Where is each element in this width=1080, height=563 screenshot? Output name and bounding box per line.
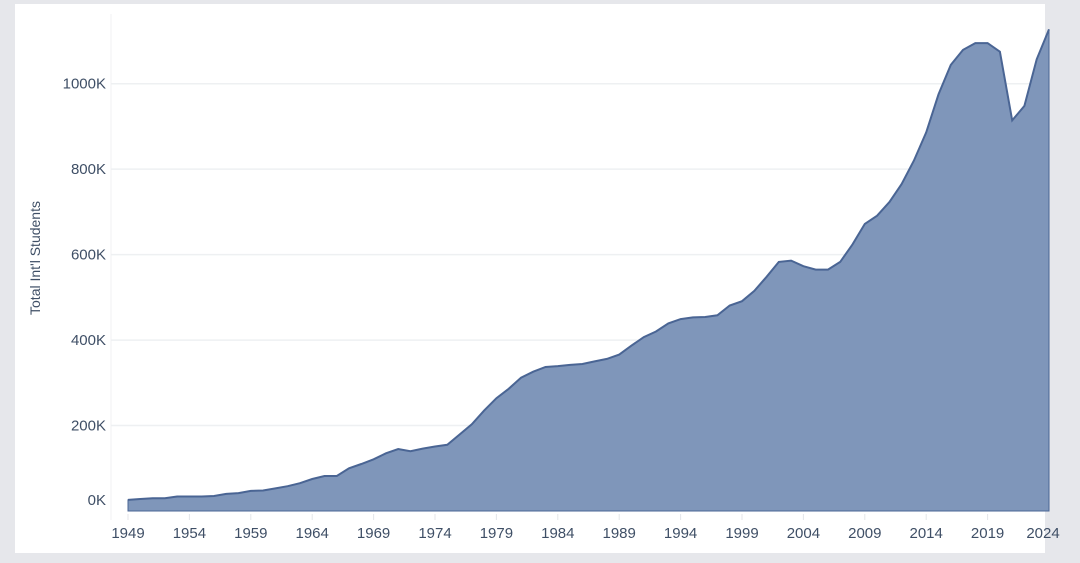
x-axis-ticks: 1949 1954 1959 1964 1969 1974 1979 1984 1989 1994…: [111, 514, 1060, 542]
x-tick-label: 1994: [664, 525, 697, 542]
x-tick-label: 2014: [910, 525, 943, 542]
area-series: [127, 29, 1050, 512]
x-tick-label: 2024: [1026, 525, 1059, 542]
x-tick-label: 2004: [787, 525, 820, 542]
x-tick-label: 1954: [173, 525, 206, 542]
x-tick-label: 2019: [971, 525, 1004, 542]
x-tick-label: 1949: [111, 525, 144, 542]
y-tick-label: 1000K: [63, 76, 106, 93]
x-tick-label: 2009: [848, 525, 881, 542]
x-tick-label: 1959: [234, 525, 267, 542]
x-tick-label: 1999: [725, 525, 758, 542]
x-tick-label: 1979: [480, 525, 513, 542]
x-tick-label: 1984: [541, 525, 574, 542]
y-tick-label: 600K: [71, 247, 106, 264]
x-tick-label: 1964: [296, 525, 329, 542]
x-tick-label: 1974: [418, 525, 451, 542]
y-axis-ticks: 0K 200K 400K 600K 800K 1000K: [63, 76, 106, 509]
y-tick-label: 800K: [71, 161, 106, 178]
y-axis-label: Total Int'l Students: [27, 201, 43, 315]
x-tick-label: 1969: [357, 525, 390, 542]
y-tick-label: 200K: [71, 418, 106, 435]
y-tick-label: 0K: [88, 492, 106, 509]
y-tick-label: 400K: [71, 332, 106, 349]
x-tick-label: 1989: [603, 525, 636, 542]
area-series-line: [127, 29, 1050, 501]
